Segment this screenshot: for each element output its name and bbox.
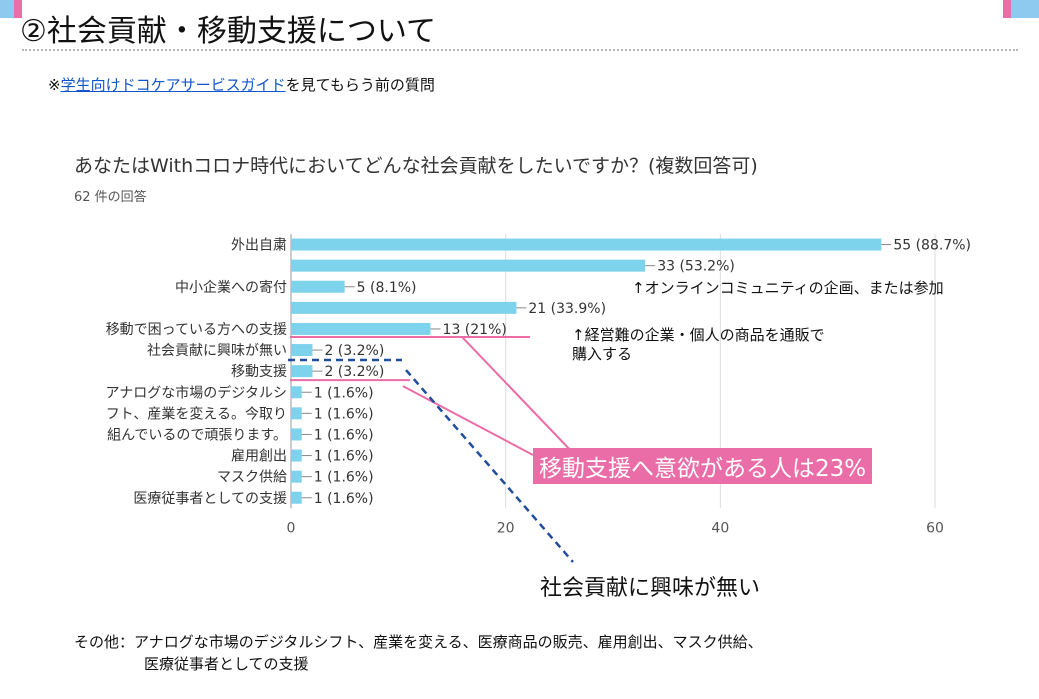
bar (291, 470, 302, 483)
no-interest-pointer (405, 369, 574, 563)
callout-pointer (402, 385, 534, 456)
data-label: 1 (1.6%) (314, 385, 374, 401)
corner-accent-right (1011, 0, 1039, 18)
page-title: ②社会貢献・移動支援について (20, 14, 436, 49)
chart-annotation-lines (288, 335, 576, 563)
data-label: 21 (33.9%) (528, 301, 606, 317)
bar (291, 449, 302, 462)
chart-labels: 0 20 40 60 55 (88.7%) 外出自粛 33 (53.2%) 5 (8.1%) 中… (106, 238, 971, 537)
chart-bars (291, 238, 892, 504)
bar (291, 365, 313, 378)
data-label: 33 (53.2%) (657, 259, 735, 275)
category-label: 社会貢献に興味が無い (147, 343, 287, 359)
x-tick-label: 60 (926, 520, 944, 536)
bar (291, 344, 313, 357)
data-label: 55 (88.7%) (893, 238, 971, 254)
bar (291, 322, 431, 335)
category-label: 中小企業への寄付 (175, 279, 287, 296)
chart-subtitle: 62 件の回答 (74, 190, 147, 205)
category-label: 外出自粛 (231, 238, 287, 254)
bar (291, 491, 302, 504)
category-label: フト、産業を変える。今取り (106, 405, 287, 422)
bar (291, 238, 882, 251)
mobility-callout: 移動支援へ意欲がある人は23% (533, 448, 873, 484)
x-tick-label: 0 (287, 520, 296, 536)
category-label: 雇用創出 (231, 448, 287, 465)
no-interest-callout: 社会貢献に興味が無い (540, 576, 761, 601)
data-label: 1 (1.6%) (314, 491, 374, 507)
category-label: 医療従事者としての支援 (133, 490, 287, 507)
mail-order-note-line1: ↑経営難の企業・個人の商品を通販で (572, 326, 825, 344)
category-label: マスク供給 (217, 470, 287, 486)
x-tick-label: 20 (497, 520, 515, 536)
data-label: 1 (1.6%) (314, 406, 374, 422)
category-label: 移動支援 (231, 364, 287, 380)
corner-accent-left-pink (14, 0, 22, 18)
mail-order-note: ↑経営難の企業・個人の商品を通販で 購入する (572, 326, 825, 364)
bar (291, 280, 345, 293)
bar (291, 301, 517, 314)
data-label: 1 (1.6%) (314, 470, 374, 486)
guide-prefix: ※ (48, 76, 61, 94)
mail-order-note-line2: 購入する (572, 345, 633, 363)
corner-accent-right-pink (1003, 0, 1011, 18)
chart-title: あなたはWithコロナ時代においてどんな社会貢献をしたいですか？(複数回答可) (74, 155, 758, 177)
corner-accent-left (0, 0, 14, 18)
category-label: 移動で困っている方への支援 (106, 322, 287, 338)
data-label: 2 (3.2%) (324, 343, 384, 359)
guide-link[interactable]: 学生向けドコケアサービスガイド (60, 76, 286, 94)
guide-note: ※学生向けドコケアサービスガイドを見てもらう前の質問 (48, 74, 435, 95)
data-label: 1 (1.6%) (314, 449, 374, 465)
footer-line1: その他：アナログな市場のデジタルシフト、産業を変える、医療商品の販売、雇用創出、… (74, 633, 763, 651)
online-community-note: ↑オンラインコミュニティの企画、または参加 (632, 279, 944, 297)
data-label: 13 (21%) (443, 322, 507, 338)
bar (291, 428, 302, 441)
data-label: 2 (3.2%) (324, 364, 384, 380)
footer-note: その他：アナログな市場のデジタルシフト、産業を変える、医療商品の販売、雇用創出、… (74, 631, 763, 675)
guide-suffix: を見てもらう前の質問 (285, 76, 435, 94)
data-label: 5 (8.1%) (357, 280, 417, 296)
category-label: アナログな市場のデジタルシ (106, 384, 287, 401)
bar (291, 407, 302, 420)
x-tick-label: 40 (711, 520, 729, 536)
callout-pointer (461, 336, 576, 456)
title-divider (22, 49, 1018, 51)
bar (291, 259, 646, 272)
data-label: 1 (1.6%) (314, 427, 374, 443)
bar (291, 386, 302, 399)
footer-line2: 医療従事者としての支援 (144, 655, 309, 673)
category-label: 組んでいるので頑張ります。 (107, 427, 287, 443)
